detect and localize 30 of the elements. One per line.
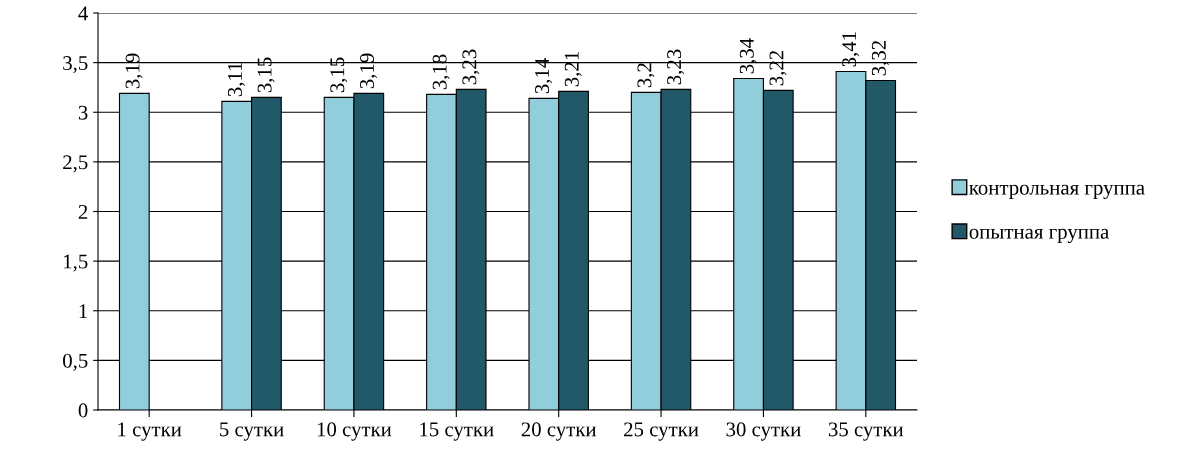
data-label: 3,41	[842, 32, 860, 67]
x-tick-label: 20 сутки	[521, 422, 597, 441]
x-tick-label: 5 сутки	[220, 422, 284, 441]
data-label: 3,11	[227, 62, 245, 97]
y-tick-label: 2,5	[63, 155, 88, 173]
data-label: 3,21	[564, 52, 582, 87]
data-label: 3,19	[125, 53, 143, 89]
x-tick-label: 15 сутки	[420, 422, 494, 441]
y-tick-label: 1	[79, 304, 88, 318]
data-label: 3,34	[739, 38, 757, 74]
y-tick-label: 0	[78, 403, 88, 418]
x-tick-label: 10 сутки	[317, 422, 392, 441]
y-tick-label: 0,5	[63, 353, 88, 371]
legend-label: опытная группа	[969, 228, 1109, 244]
x-tick-label: 35 сутки	[828, 422, 904, 441]
data-label: 3,15	[330, 57, 348, 93]
x-tick-label: 30 сутки	[726, 422, 801, 441]
data-label: 3,2	[637, 63, 655, 88]
y-tick-label: 4	[78, 6, 88, 21]
y-tick-label: 2	[78, 204, 88, 219]
x-tick-label: 1 сутки	[118, 422, 182, 441]
legend-label: контрольная группа	[969, 184, 1145, 199]
data-label: 3,14	[535, 58, 553, 94]
x-tick-label: 25 сутки	[624, 422, 699, 441]
y-tick-label: 1,5	[64, 254, 88, 272]
data-label: 3,15	[257, 57, 275, 93]
data-label: 3,19	[360, 53, 377, 89]
y-tick-label: 3,5	[63, 56, 88, 74]
data-label: 3,32	[871, 41, 889, 76]
y-tick-label: 3	[78, 105, 88, 120]
